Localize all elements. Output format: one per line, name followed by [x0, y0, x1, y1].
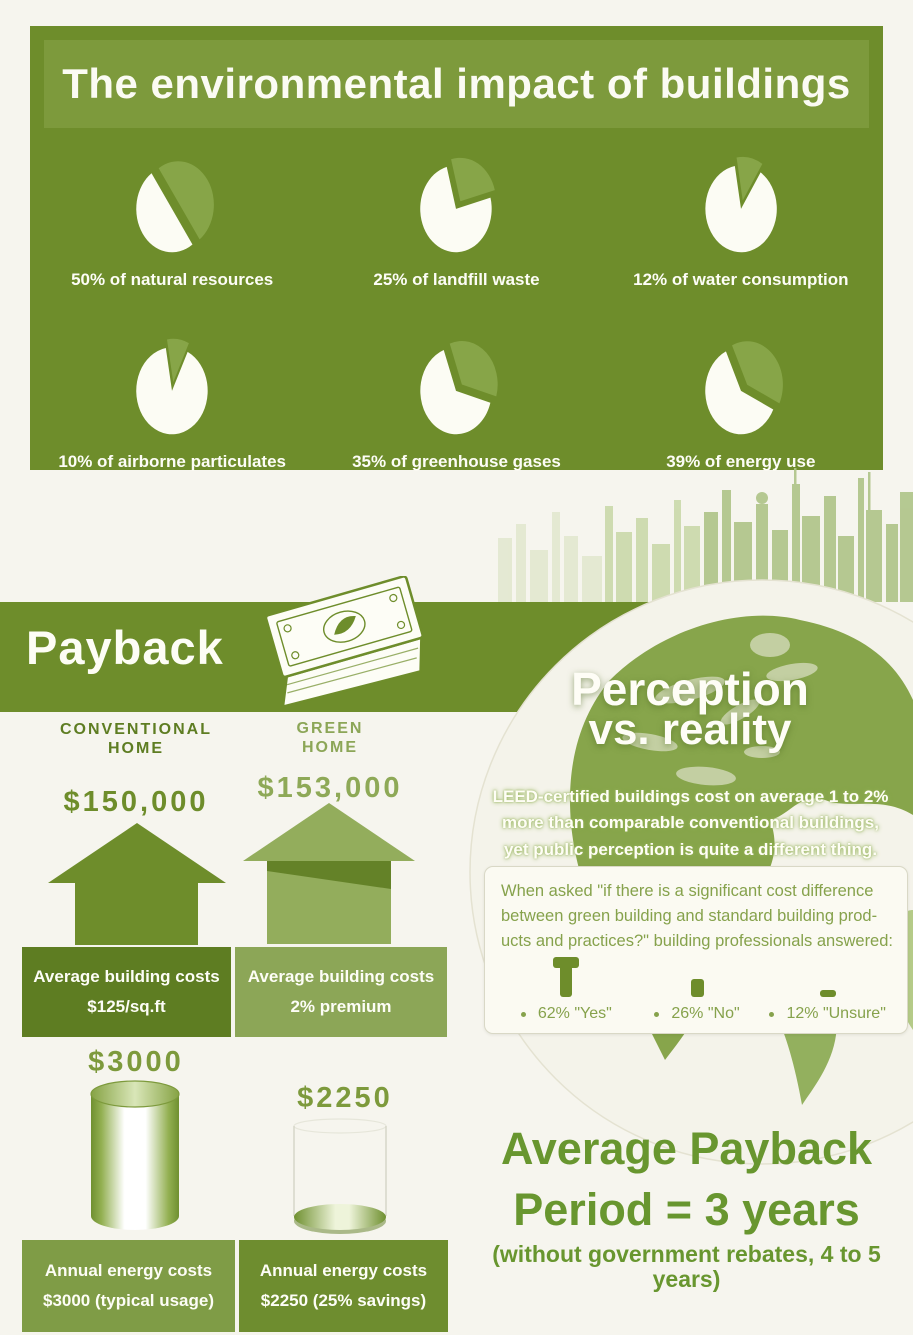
- payback-heading: Payback: [26, 621, 224, 674]
- conventional-home-label: CONVENTIONAL HOME: [60, 721, 212, 758]
- conventional-build-box: Average building costs $125/sq.ft: [22, 947, 231, 1037]
- quarter-empty-cylinder-icon: [293, 1118, 387, 1234]
- bullet-icon: [520, 1011, 526, 1017]
- page-title: The environmental impact of buildings: [62, 60, 851, 107]
- survey-quote-box: When asked "if there is a significant co…: [484, 866, 908, 1034]
- full-energy-cylinder-icon: [90, 1080, 180, 1230]
- perception-title: Perception vs. reality: [571, 663, 809, 755]
- pie-label: 25% of landfill waste: [373, 270, 540, 289]
- pie-chart: 12% of water consumption: [633, 148, 849, 290]
- pie-chart: 25% of landfill waste: [373, 148, 540, 290]
- survey-stats-row: 62% "Yes" 26% "No" 12% "Unsure": [501, 957, 893, 1023]
- green-energy-box: Annual energy costs $2250 (25% savings): [239, 1240, 448, 1332]
- person-figure-medium-icon: [690, 979, 704, 997]
- perception-intro: LEED-certified buildings cost on average…: [492, 787, 889, 859]
- person-figure-large-icon: [553, 957, 580, 997]
- impact-title-bar: The environmental impact of buildings: [44, 40, 869, 128]
- green-build-box: Average building costs 2% premium: [235, 947, 447, 1037]
- stat-unsure: 12% "Unsure": [762, 990, 893, 1023]
- pie-label: 10% of airborne particulates: [58, 452, 286, 471]
- person-figure-small-icon: [819, 990, 836, 997]
- green-energy-price: $2250: [297, 1082, 393, 1114]
- pie-chart: 39% of energy use: [666, 330, 815, 472]
- green-build-price: $153,000: [257, 772, 403, 804]
- pie-label: 39% of energy use: [666, 452, 816, 471]
- city-skyline-illustration: [498, 468, 913, 602]
- impact-panel: The environmental impact of buildings 50…: [30, 26, 883, 472]
- pie-label: 35% of greenhouse gases: [352, 452, 561, 471]
- green-home-label: GREEN HOME: [296, 720, 364, 757]
- bullet-icon: [769, 1011, 775, 1017]
- pie-chart: 35% of greenhouse gases: [352, 330, 561, 472]
- pie-label: 12% of water consumption: [633, 270, 849, 289]
- conventional-energy-price: $3000: [88, 1046, 184, 1078]
- conventional-build-price: $150,000: [63, 786, 209, 818]
- conventional-house-icon: [48, 823, 226, 945]
- money-stack-icon: [264, 576, 424, 708]
- average-payback-summary: Average Payback Period = 3 years (withou…: [492, 1123, 881, 1293]
- bullet-icon: [654, 1011, 660, 1017]
- pie-grid: 50% of natural resources 25% of landfill …: [30, 134, 883, 472]
- pie-label: 50% of natural resources: [71, 270, 274, 289]
- conventional-energy-box: Annual energy costs $3000 (typical usage…: [22, 1240, 235, 1332]
- stat-yes: 62% "Yes": [501, 957, 632, 1023]
- stat-no: 26% "No": [632, 979, 763, 1023]
- pie-chart: 10% of airborne particulates: [58, 330, 286, 472]
- green-house-icon: [243, 803, 415, 944]
- pie-chart: 50% of natural resources: [71, 148, 273, 290]
